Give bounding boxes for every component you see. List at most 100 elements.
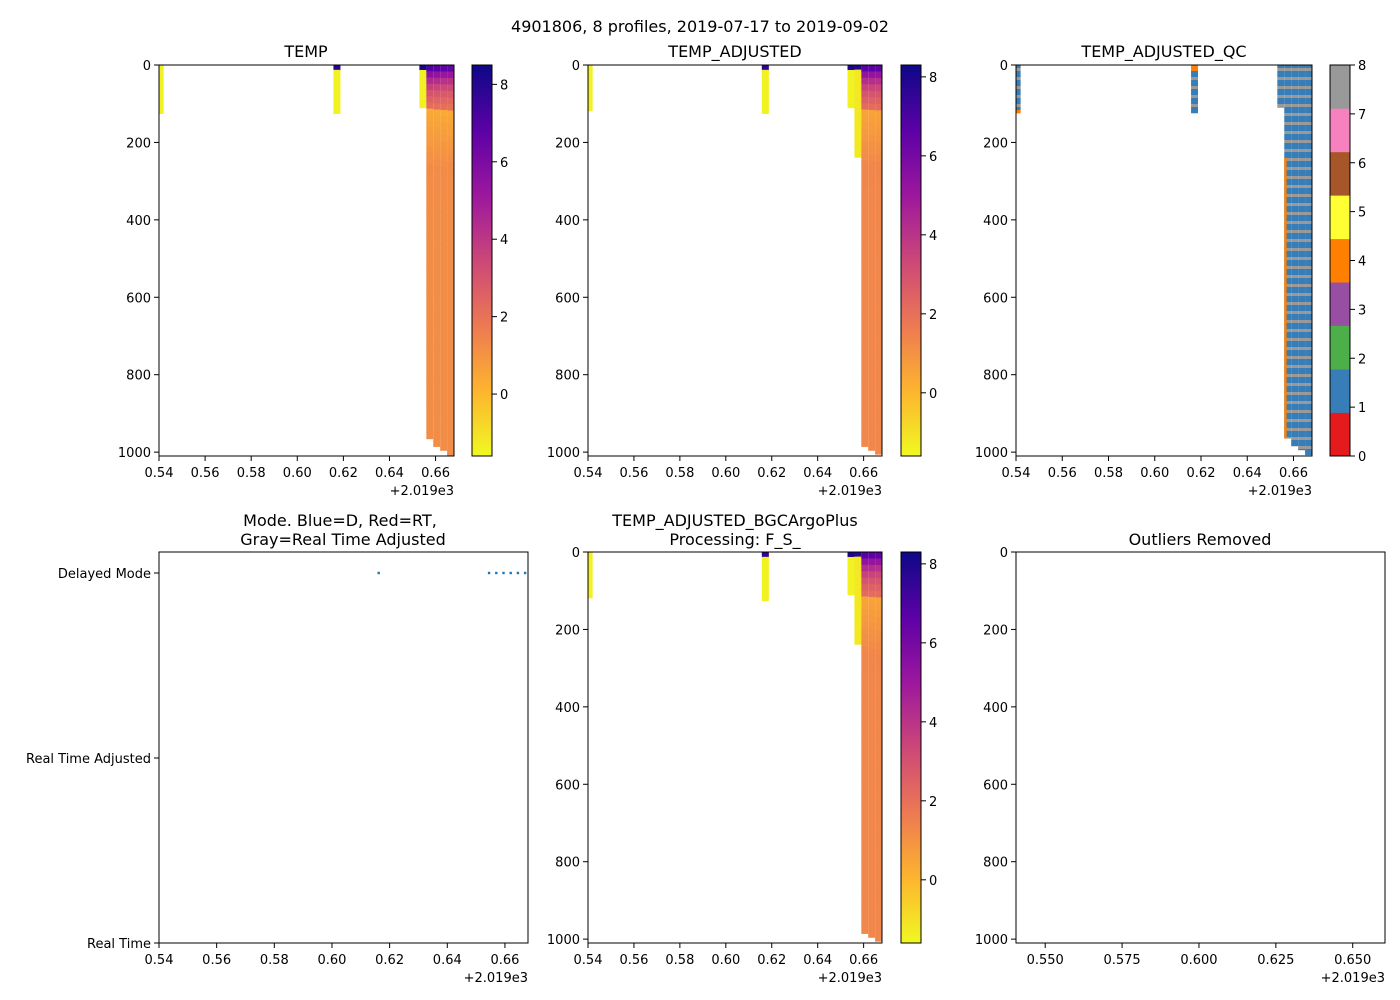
profile-cell (426, 71, 434, 79)
profile-cell (875, 694, 882, 702)
profile-cell (588, 580, 593, 583)
profile-cell (854, 118, 862, 121)
profile-cell (761, 566, 769, 568)
qc-cell (1298, 77, 1306, 80)
qc-cell (1298, 131, 1306, 134)
qc-cell (1305, 242, 1312, 245)
profile-cell (868, 744, 876, 752)
qc-colorbar-segment (1330, 325, 1350, 370)
profile-cell (875, 65, 882, 73)
profile-cell (761, 553, 769, 556)
qc-cell (1298, 326, 1306, 329)
profile-cell (847, 96, 855, 98)
qc-cell (1305, 143, 1312, 146)
qc-cell (1305, 170, 1312, 173)
qc-cell (1298, 215, 1306, 218)
profile-cell (868, 584, 876, 592)
profile-cell (447, 149, 454, 157)
qc-cell (1284, 320, 1292, 323)
profile-cell (440, 167, 448, 175)
qc-cell (1298, 293, 1306, 296)
profile-cell (854, 576, 862, 579)
profile-cell (447, 71, 454, 79)
qc-cell (1284, 227, 1292, 230)
profile-cell (868, 770, 876, 778)
profile-cell (854, 129, 862, 132)
qc-cell (1305, 392, 1312, 395)
profile-cell (588, 576, 593, 578)
qc-cell (1298, 257, 1306, 260)
profile-cell (433, 325, 441, 333)
profile-cell (159, 108, 164, 110)
qc-cell (1298, 224, 1306, 227)
qc-cell (1298, 164, 1306, 167)
profile-cell (847, 569, 855, 572)
profile-column (433, 65, 441, 447)
profile-cell (588, 571, 593, 573)
qc-cell (1191, 104, 1198, 107)
qc-cell (1298, 302, 1306, 305)
qc-cell (1298, 233, 1306, 236)
profile-cell (875, 402, 882, 410)
qc-cell (1305, 359, 1312, 362)
qc-cell (1277, 98, 1285, 101)
profile-cell (333, 68, 341, 70)
profile-cell (333, 69, 341, 72)
profile-cell (854, 138, 862, 141)
qc-cell (1291, 434, 1299, 437)
profile-cell (440, 186, 448, 194)
profile-cell (440, 206, 448, 214)
x-tick-label: 0.56 (202, 953, 231, 968)
colorbar-tick-label: 5 (1358, 206, 1366, 221)
qc-cell (1298, 92, 1306, 95)
profile-cell (861, 382, 869, 390)
qc-cell (1284, 236, 1292, 239)
x-offset-label: +2.019e3 (818, 484, 882, 499)
profile-cell (419, 91, 427, 93)
profile-cell (333, 78, 341, 81)
qc-cell (1284, 260, 1292, 263)
profile-cell (333, 102, 341, 105)
profile-cell (159, 82, 164, 85)
profile-cell (868, 731, 876, 739)
profile-cell (875, 214, 882, 222)
qc-cell (1291, 389, 1299, 392)
profile-cell (433, 103, 441, 111)
x-tick-label: 0.64 (433, 953, 462, 968)
profile-cell (847, 71, 855, 73)
qc-cell (1305, 395, 1312, 398)
profile-cell (861, 65, 869, 72)
profile-cell (847, 552, 855, 554)
qc-cell (1284, 158, 1292, 161)
profile-cell (761, 68, 769, 70)
qc-cell (1284, 239, 1292, 242)
profile-cell (847, 89, 855, 92)
profile-cell (440, 270, 448, 278)
profile-cell (419, 94, 427, 96)
qc-cell (1291, 209, 1299, 212)
x-tick-label: 0.60 (711, 953, 740, 968)
profile-cell (847, 559, 855, 561)
y-tick-label: 600 (983, 291, 1008, 306)
profile-cell (159, 100, 164, 102)
qc-cell (1298, 296, 1306, 299)
qc-cell (1298, 239, 1306, 242)
profile-cell (447, 396, 454, 404)
qc-cell (1284, 134, 1292, 137)
profile-cell (875, 921, 882, 929)
profile-cell (861, 84, 869, 92)
profile-cell (854, 584, 862, 587)
profile-cell (419, 92, 427, 94)
y-tick-label: 400 (983, 701, 1008, 716)
qc-cell (1016, 101, 1021, 104)
x-tick-label: 0.64 (803, 953, 832, 968)
profile-cell (761, 589, 769, 591)
profile-cell (854, 69, 862, 72)
profile-cell (426, 251, 434, 259)
profile-cell (426, 220, 434, 228)
profile-cell (761, 565, 769, 568)
profile-cell (426, 127, 434, 135)
qc-cell (1291, 179, 1299, 182)
qc-cell (1305, 428, 1312, 431)
qc-cell (1291, 92, 1299, 95)
